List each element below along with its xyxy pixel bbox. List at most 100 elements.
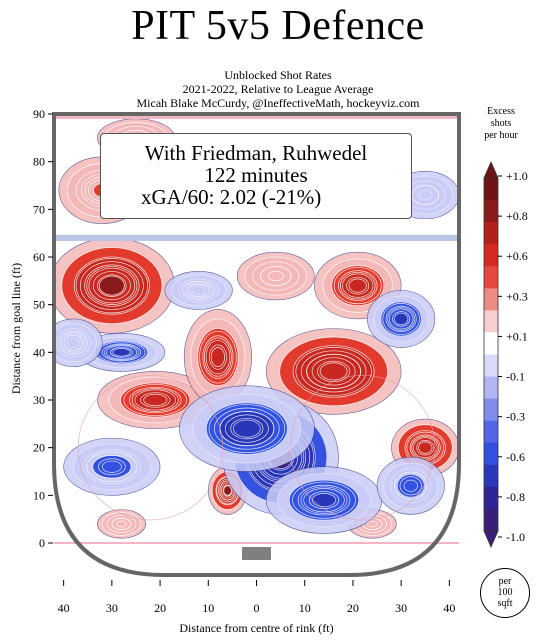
colorbar-top-arrow bbox=[483, 161, 499, 179]
colorbar-title-line-3: per hour bbox=[484, 130, 518, 141]
heat-ring-4-4 bbox=[333, 267, 382, 305]
heat-ring-1-3 bbox=[128, 386, 182, 414]
heat-contour-16-4 bbox=[101, 460, 122, 473]
heat-blob-17 bbox=[367, 290, 436, 348]
colorbar-title-line-2: shots bbox=[490, 118, 512, 129]
y-tick-label-6: 60 bbox=[33, 250, 45, 264]
heat-contour-10-4 bbox=[116, 520, 127, 528]
heat-blob-13 bbox=[179, 385, 315, 472]
heat-ring-14-3 bbox=[297, 484, 351, 516]
colorbar-band-15 bbox=[484, 508, 498, 532]
heat-ring-0-3 bbox=[88, 267, 136, 304]
colorbar-tick-label-5: -0.1 bbox=[506, 370, 525, 384]
heat-contour-2-4 bbox=[210, 347, 226, 368]
per-badge-line-2: 100 bbox=[497, 587, 513, 598]
colorbar-tick-label-7: -0.6 bbox=[506, 450, 525, 464]
heat-ring-14-4 bbox=[292, 481, 356, 519]
y-tick-label-2: 20 bbox=[33, 441, 45, 455]
heat-blob-2 bbox=[183, 309, 252, 406]
heat-ring-0-5 bbox=[79, 261, 144, 310]
heat-ring-6-1 bbox=[222, 484, 233, 497]
colorbar-title: Excess shots per hour bbox=[466, 106, 536, 142]
per-badge-line-1: per bbox=[498, 576, 512, 587]
x-tick-label-3: 10 bbox=[299, 601, 311, 615]
heat-ring-19-1 bbox=[187, 283, 210, 297]
heat-ring-19-2 bbox=[182, 280, 216, 300]
colorbar-tick-label-3: +0.3 bbox=[506, 289, 528, 303]
colorbar-band-2 bbox=[484, 222, 498, 245]
heat-contour-11-4 bbox=[366, 520, 378, 528]
x-tick-label-0: 40 bbox=[443, 601, 455, 615]
heat-ring-16-1 bbox=[98, 458, 126, 476]
info-xga: xGA/60: 2.02 (-21%) bbox=[141, 185, 322, 209]
heat-ring-3-1 bbox=[317, 360, 351, 383]
heat-contour-18-4 bbox=[403, 479, 418, 492]
y-tick-label-7: 70 bbox=[33, 202, 45, 216]
heat-ring-5-1 bbox=[416, 439, 435, 456]
y-axis-label: Distance from goal line (ft) bbox=[9, 263, 23, 394]
axes: 0 10 20 30 40 50 60 70 80 90 40 30 20 10 0 10 20 30 40 Dist… bbox=[9, 107, 455, 635]
heat-contour-4-4 bbox=[348, 278, 367, 293]
heat-ring-4-2 bbox=[342, 273, 374, 298]
colorbar-band-8 bbox=[484, 354, 498, 378]
subtitle-line-3: Micah Blake McCurdy, @IneffectiveMath, h… bbox=[136, 96, 420, 110]
heat-ring-13-3 bbox=[219, 411, 275, 447]
rink-markings bbox=[52, 112, 461, 577]
colorbar-tick-label-0: +1.0 bbox=[506, 169, 528, 183]
colorbar-band-12 bbox=[484, 442, 498, 466]
heat-contour-17-4 bbox=[393, 312, 409, 326]
heat-contour-3-4 bbox=[319, 362, 348, 381]
colorbar-band-6 bbox=[484, 310, 498, 333]
heat-ring-14-2 bbox=[303, 488, 345, 513]
info-minutes: 122 minutes bbox=[204, 163, 308, 187]
colorbar-tick-label-6: -0.3 bbox=[506, 410, 525, 424]
colorbar-band-0 bbox=[484, 178, 498, 201]
heat-ring-13-2 bbox=[224, 414, 269, 443]
heat-ring-2-3 bbox=[202, 335, 234, 379]
rink-boards bbox=[52, 112, 461, 577]
colorbar-title-line-1: Excess bbox=[487, 106, 515, 117]
heat-ring-13-4 bbox=[214, 407, 280, 450]
heat-ring-1-4 bbox=[123, 384, 188, 416]
heat-contour-1-4 bbox=[143, 393, 168, 407]
y-tick-label-1: 10 bbox=[33, 488, 45, 502]
heat-ring-2-2 bbox=[205, 339, 231, 375]
colorbar-band-10 bbox=[484, 398, 498, 422]
colorbar-frame bbox=[483, 177, 499, 532]
x-tick-label-2: 20 bbox=[347, 601, 359, 615]
heat-contour-6-4 bbox=[223, 485, 232, 496]
heat-contour-5-4 bbox=[418, 441, 433, 454]
heat-contour-0-4 bbox=[98, 275, 125, 296]
subtitle-line-2: 2021-2022, Relative to League Average bbox=[182, 82, 374, 96]
heat-ring-20-1 bbox=[63, 334, 83, 351]
colorbar-tick-label-1: +0.8 bbox=[506, 209, 528, 223]
heat-ring-0-2 bbox=[92, 271, 131, 301]
x-tick-label-4: 0 bbox=[254, 601, 260, 615]
faceoff-circle-right bbox=[289, 374, 436, 521]
y-tick-label-9: 90 bbox=[33, 107, 45, 121]
x-tick-label-6: 20 bbox=[154, 601, 166, 615]
heat-ring-4-1 bbox=[346, 276, 370, 295]
heat-ring-13-1 bbox=[230, 417, 264, 440]
heat-contour-19-4 bbox=[191, 286, 206, 295]
heat-ring-20-2 bbox=[59, 331, 88, 355]
colorbar-band-11 bbox=[484, 420, 498, 444]
heat-ring-17-2 bbox=[388, 308, 414, 330]
heat-contour-13-4 bbox=[232, 419, 261, 438]
colorbar-band-4 bbox=[484, 266, 498, 289]
info-box: With Friedman, Ruhwedel 122 minutes xGA/… bbox=[100, 133, 412, 219]
heat-ring-8-1 bbox=[260, 266, 292, 286]
heat-ring-16-3 bbox=[86, 451, 138, 482]
heat-ring-17-3 bbox=[385, 305, 417, 333]
heat-blob-18 bbox=[376, 456, 445, 515]
heat-ring-17-1 bbox=[392, 311, 411, 327]
heat-ring-1-1 bbox=[140, 392, 171, 408]
heat-contour-8-4 bbox=[267, 270, 284, 282]
heat-blob-15 bbox=[77, 332, 166, 372]
y-tick-label-5: 50 bbox=[33, 298, 45, 312]
heat-ring-15-1 bbox=[110, 347, 133, 358]
chart-title: PIT 5v5 Defence bbox=[131, 3, 425, 49]
colorbar-tick-label-9: -1.0 bbox=[506, 530, 525, 544]
heat-ring-16-2 bbox=[92, 454, 132, 479]
